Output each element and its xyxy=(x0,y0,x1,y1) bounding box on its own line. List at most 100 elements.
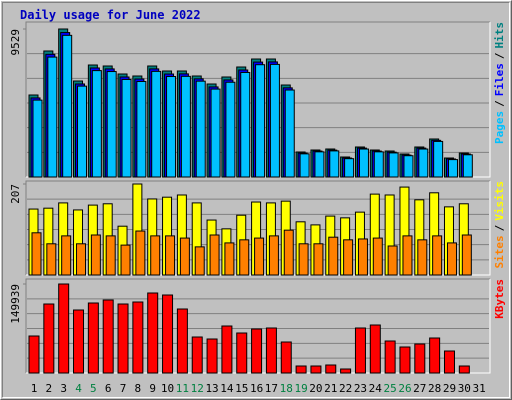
bar xyxy=(180,75,191,178)
bar xyxy=(147,292,159,374)
bar xyxy=(461,234,472,276)
bar xyxy=(62,34,73,178)
bar xyxy=(402,235,413,276)
x-tick-label: 17 xyxy=(265,382,278,395)
legend-entry: Pages xyxy=(493,111,506,144)
bar xyxy=(166,76,177,178)
bar xyxy=(102,299,114,374)
bar xyxy=(117,303,129,374)
bar xyxy=(224,242,235,276)
x-tick-label: 11 xyxy=(176,382,189,395)
legend: Pages / Files / Hits xyxy=(493,22,506,144)
x-tick-label: 1 xyxy=(31,382,38,395)
bar xyxy=(432,235,443,276)
bar xyxy=(150,235,161,276)
bar xyxy=(120,244,131,276)
bar xyxy=(162,294,174,374)
bar xyxy=(179,237,190,276)
x-tick-label: 13 xyxy=(205,382,218,395)
bar xyxy=(314,151,325,178)
legend-separator: / xyxy=(493,100,506,107)
x-tick-label: 31 xyxy=(473,382,486,395)
bar xyxy=(446,242,457,276)
bar xyxy=(77,85,88,178)
x-tick-label: 3 xyxy=(60,382,67,395)
bar xyxy=(344,158,355,178)
x-tick-label: 25 xyxy=(384,382,397,395)
x-tick-label: 15 xyxy=(235,382,248,395)
bar xyxy=(206,338,218,374)
bar xyxy=(357,238,368,276)
bar xyxy=(418,148,429,178)
x-tick-label: 16 xyxy=(250,382,263,395)
legend-entry: Sites xyxy=(493,235,506,268)
bar xyxy=(462,154,473,178)
bevel xyxy=(25,21,490,177)
x-tick-label: 5 xyxy=(90,382,97,395)
bar xyxy=(28,335,40,374)
bar xyxy=(165,235,176,276)
bar xyxy=(136,80,147,178)
x-tick-label: 24 xyxy=(369,382,383,395)
bar xyxy=(135,230,146,276)
bar xyxy=(283,229,294,276)
bar xyxy=(373,151,384,178)
legend: KBytes xyxy=(493,279,506,319)
x-tick-label: 4 xyxy=(75,382,82,395)
bar xyxy=(417,239,428,276)
x-tick-label: 14 xyxy=(220,382,234,395)
y-tick-label: 149939 xyxy=(9,284,22,324)
bar xyxy=(313,243,324,276)
x-tick-label: 18 xyxy=(280,382,293,395)
bevel xyxy=(25,180,490,275)
bar xyxy=(47,56,58,178)
x-tick-label: 2 xyxy=(46,382,53,395)
bar xyxy=(254,237,265,276)
bar xyxy=(90,234,101,276)
bar xyxy=(255,64,266,178)
x-tick-label: 26 xyxy=(398,382,411,395)
bar xyxy=(265,327,277,374)
legend-separator: / xyxy=(493,52,506,59)
bar xyxy=(91,70,102,178)
bar xyxy=(106,71,117,178)
x-tick-label: 8 xyxy=(135,382,142,395)
x-tick-label: 28 xyxy=(428,382,441,395)
bar xyxy=(105,235,116,276)
x-tick-label: 10 xyxy=(161,382,174,395)
bar xyxy=(369,324,381,374)
x-tick-label: 19 xyxy=(294,382,307,395)
bar xyxy=(73,309,85,374)
bar xyxy=(43,303,55,374)
bar xyxy=(46,243,57,276)
bar xyxy=(329,150,340,178)
bar xyxy=(251,328,263,374)
bar xyxy=(239,239,250,276)
x-tick-label: 7 xyxy=(120,382,127,395)
bar xyxy=(354,327,366,374)
legend-separator: / xyxy=(493,224,506,231)
legend: Sites / Visits xyxy=(493,181,506,269)
bar xyxy=(121,78,132,178)
bar xyxy=(58,283,70,374)
bar xyxy=(176,308,188,374)
bar xyxy=(61,235,72,276)
bar xyxy=(195,80,206,178)
bar xyxy=(284,89,295,178)
bar xyxy=(269,63,280,178)
bar xyxy=(210,88,221,178)
legend-entry: KBytes xyxy=(493,279,506,319)
bar xyxy=(325,364,337,374)
bar xyxy=(299,153,310,178)
bar xyxy=(236,332,248,374)
x-tick-label: 27 xyxy=(413,382,426,395)
bar xyxy=(298,243,309,276)
x-tick-label: 21 xyxy=(324,382,337,395)
bar xyxy=(384,340,396,374)
x-tick-label: 20 xyxy=(309,382,322,395)
bar xyxy=(399,346,411,374)
y-tick-label: 9529 xyxy=(9,29,22,56)
